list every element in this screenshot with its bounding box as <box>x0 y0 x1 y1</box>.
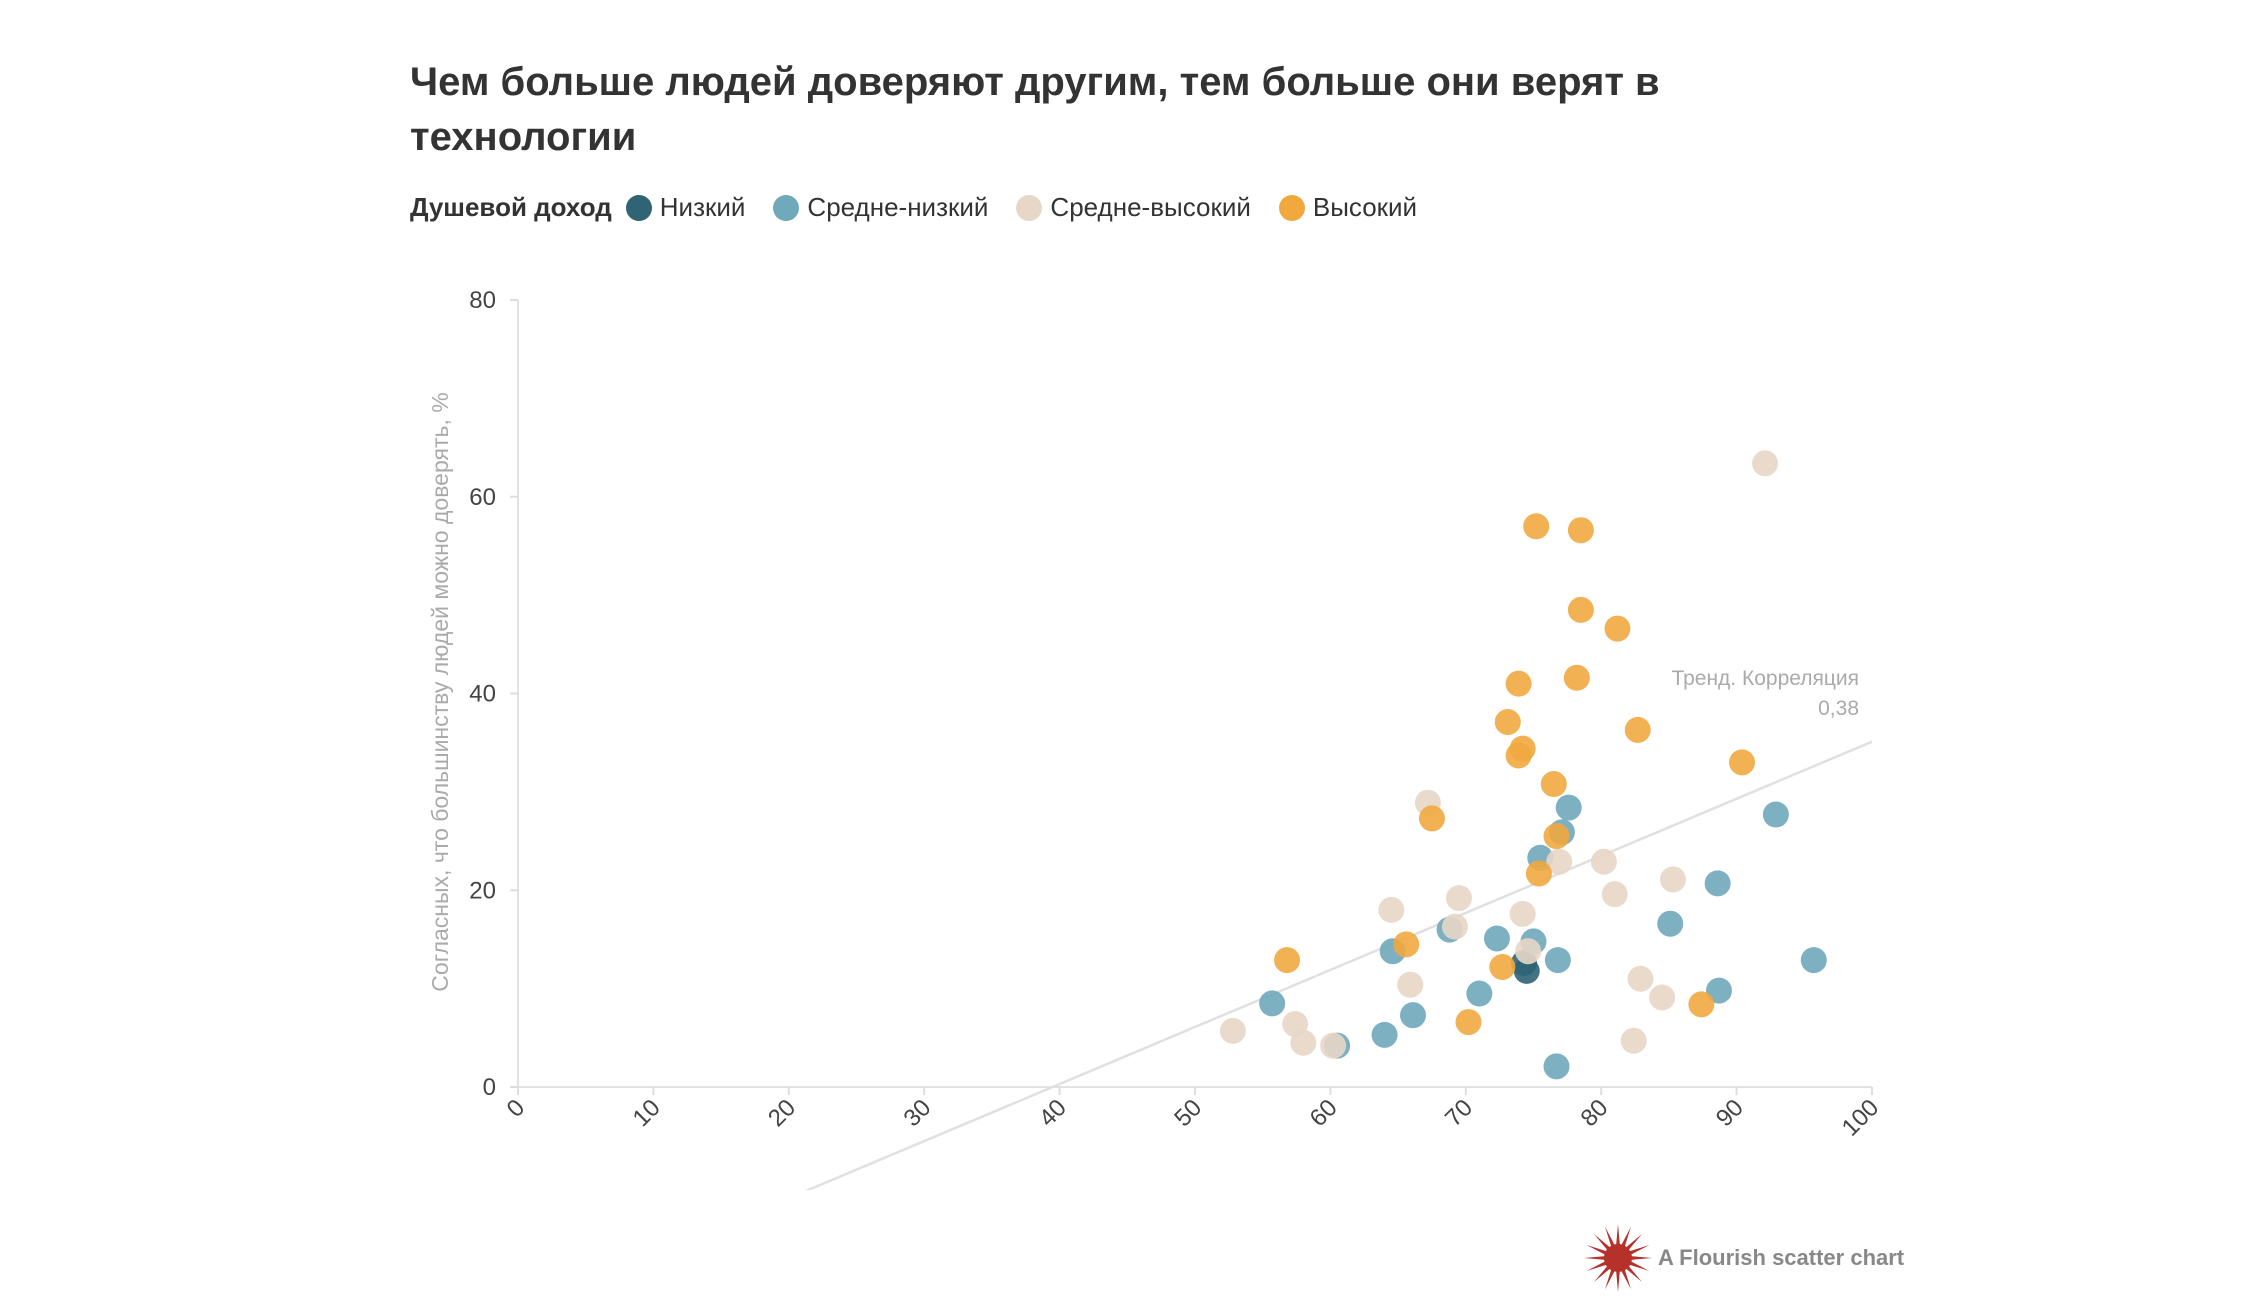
data-point[interactable] <box>1627 965 1654 992</box>
y-tick-label: 40 <box>469 681 496 708</box>
data-point[interactable] <box>1540 771 1567 798</box>
data-point[interactable] <box>1483 925 1510 952</box>
data-point[interactable] <box>1649 984 1676 1011</box>
legend-label: Средне-низкий <box>807 192 989 222</box>
credit-text: A Flourish scatter chart <box>1658 1245 1905 1270</box>
x-tick-label: 70 <box>1440 1094 1478 1132</box>
data-point[interactable] <box>1466 980 1493 1007</box>
x-tick-label: 10 <box>628 1094 666 1132</box>
data-point[interactable] <box>1555 794 1582 821</box>
legend: Душевой доход Низкий Средне-низкий Средн… <box>410 192 1445 223</box>
data-point[interactable] <box>1657 910 1684 937</box>
data-point[interactable] <box>1567 596 1594 623</box>
trend-line <box>804 740 1873 1190</box>
y-tick-label: 60 <box>469 484 496 511</box>
data-point[interactable] <box>1620 1027 1647 1054</box>
data-point[interactable] <box>1290 1029 1317 1056</box>
legend-item-high[interactable]: Высокий <box>1278 192 1418 223</box>
data-point[interactable] <box>1544 947 1571 974</box>
legend-item-low[interactable]: Низкий <box>625 192 746 223</box>
chart-title: Чем больше людей доверяют другим, тем бо… <box>410 60 1660 159</box>
data-point[interactable] <box>1455 1009 1482 1036</box>
y-tick-label: 0 <box>483 1074 496 1101</box>
data-point[interactable] <box>1320 1032 1347 1059</box>
data-point[interactable] <box>1509 900 1536 927</box>
legend-item-lower-middle[interactable]: Средне-низкий <box>773 192 988 223</box>
data-point[interactable] <box>1762 801 1789 828</box>
trend-correlation-value: 0,38 <box>1818 697 1859 720</box>
data-point[interactable] <box>1705 977 1732 1004</box>
data-point[interactable] <box>1523 513 1550 540</box>
flourish-credit[interactable]: A Flourish scatter chart <box>1582 1222 1904 1294</box>
data-point[interactable] <box>1393 931 1420 958</box>
data-point[interactable] <box>1567 517 1594 544</box>
legend-dot <box>1278 194 1305 221</box>
legend-label: Низкий <box>659 192 746 222</box>
data-point[interactable] <box>1543 1053 1570 1080</box>
data-point[interactable] <box>1729 749 1756 776</box>
x-tick-label: 0 <box>502 1094 531 1123</box>
legend-item-upper-middle[interactable]: Средне-высокий <box>1016 192 1251 223</box>
data-point[interactable] <box>1525 860 1552 887</box>
data-point[interactable] <box>1546 848 1573 875</box>
x-tick-label: 50 <box>1169 1094 1207 1132</box>
x-tick-label: 80 <box>1575 1094 1613 1132</box>
data-point[interactable] <box>1446 885 1473 912</box>
data-point[interactable] <box>1219 1017 1246 1044</box>
data-point[interactable] <box>1515 938 1542 965</box>
x-tick-label: 90 <box>1711 1094 1749 1132</box>
data-point[interactable] <box>1378 896 1405 923</box>
x-tick-label: 20 <box>763 1094 801 1132</box>
data-point[interactable] <box>1601 881 1628 908</box>
data-point[interactable] <box>1505 742 1532 769</box>
trend-label: Тренд. Корреляция <box>1671 667 1859 690</box>
legend-label: Высокий <box>1312 192 1418 222</box>
data-point[interactable] <box>1513 957 1540 984</box>
data-point[interactable] <box>1563 664 1590 691</box>
data-point[interactable] <box>1604 615 1631 642</box>
data-point[interactable] <box>1505 670 1532 697</box>
x-tick-label: 100 <box>1837 1094 1884 1141</box>
legend-title: Душевой доход <box>410 192 612 222</box>
data-point[interactable] <box>1688 991 1715 1018</box>
axes: 0 20 40 60 80 0 10 20 30 40 50 60 70 80 90 100 <box>469 287 1884 1142</box>
legend-label: Средне-высокий <box>1050 192 1251 222</box>
data-point[interactable] <box>1752 450 1779 477</box>
x-tick-label: 30 <box>898 1094 936 1132</box>
data-point[interactable] <box>1371 1021 1398 1048</box>
data-point[interactable] <box>1704 870 1731 897</box>
trend-line-group <box>804 740 1873 1190</box>
logo-center <box>1604 1244 1632 1272</box>
y-tick-label: 80 <box>469 287 496 314</box>
data-point[interactable] <box>1397 971 1424 998</box>
data-point[interactable] <box>1418 805 1445 832</box>
data-point[interactable] <box>1624 716 1651 743</box>
points-group <box>1219 450 1827 1080</box>
data-point[interactable] <box>1441 913 1468 940</box>
y-axis-label: Согласных, что большинству людей можно д… <box>427 392 453 991</box>
data-point[interactable] <box>1543 823 1570 850</box>
flourish-logo-icon <box>1584 1224 1652 1292</box>
x-tick-label: 40 <box>1034 1094 1072 1132</box>
data-point[interactable] <box>1494 709 1521 736</box>
data-point[interactable] <box>1274 947 1301 974</box>
data-point[interactable] <box>1800 947 1827 974</box>
data-point[interactable] <box>1489 953 1516 980</box>
data-point[interactable] <box>1399 1002 1426 1029</box>
legend-dot <box>625 194 652 221</box>
data-point[interactable] <box>1590 848 1617 875</box>
data-point[interactable] <box>1659 866 1686 893</box>
y-tick-label: 20 <box>469 877 496 904</box>
legend-dot <box>773 194 800 221</box>
legend-dot <box>1016 194 1043 221</box>
data-point[interactable] <box>1259 990 1286 1017</box>
x-tick-label: 60 <box>1305 1094 1343 1132</box>
